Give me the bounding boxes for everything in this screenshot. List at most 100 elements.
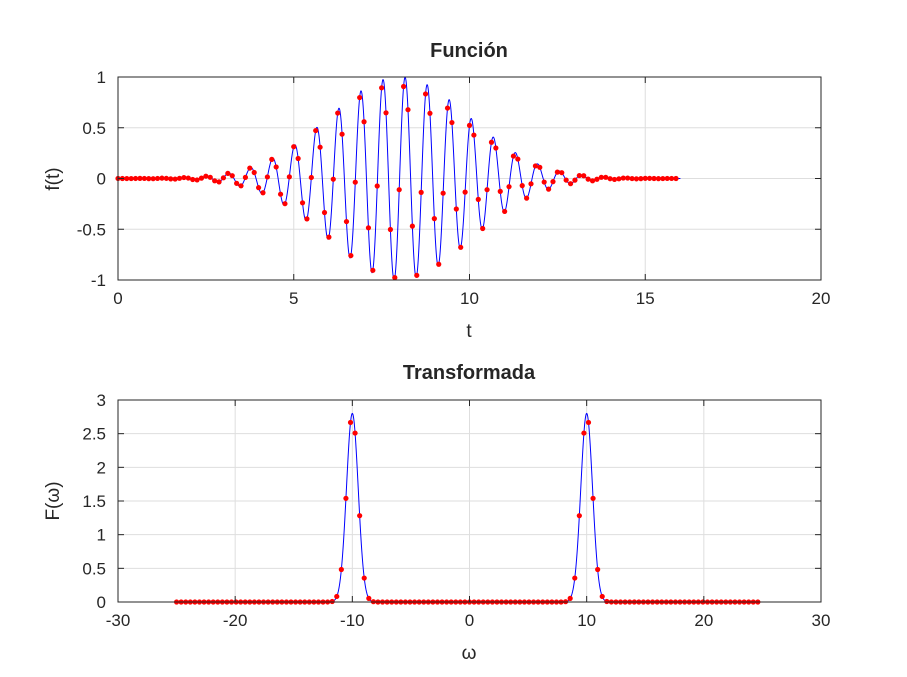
y-tick-label: 2.5 bbox=[82, 425, 106, 444]
data-point bbox=[313, 127, 319, 134]
data-point bbox=[572, 177, 578, 183]
y-tick-label: 0 bbox=[97, 170, 106, 189]
data-point bbox=[572, 575, 578, 581]
data-point bbox=[225, 170, 231, 176]
data-point bbox=[528, 181, 534, 187]
data-point bbox=[334, 593, 340, 600]
data-point bbox=[462, 189, 468, 195]
data-point bbox=[616, 176, 622, 182]
data-point bbox=[595, 566, 601, 573]
data-point bbox=[326, 234, 332, 240]
data-point bbox=[379, 85, 385, 91]
data-point bbox=[545, 186, 552, 192]
data-point bbox=[357, 513, 363, 519]
data-point bbox=[576, 172, 582, 179]
data-point bbox=[651, 175, 657, 182]
x-tick-label: 10 bbox=[460, 289, 479, 308]
data-point bbox=[260, 190, 266, 196]
data-point bbox=[515, 156, 521, 162]
data-point bbox=[329, 598, 335, 605]
data-point bbox=[264, 174, 270, 180]
data-point bbox=[585, 176, 591, 182]
data-point bbox=[405, 107, 411, 113]
data-point bbox=[374, 183, 380, 189]
data-point bbox=[343, 218, 350, 225]
data-point bbox=[216, 179, 222, 185]
y-tick-label: 2 bbox=[97, 458, 106, 477]
x-tick-label: 10 bbox=[577, 611, 596, 630]
data-point bbox=[124, 175, 130, 182]
plot-funcion: Función t f(t) 0 5 10 15 20 -1 -0.5 0 0.5 1 bbox=[43, 40, 830, 342]
data-point bbox=[304, 216, 310, 222]
data-point bbox=[361, 575, 367, 581]
data-point bbox=[141, 175, 147, 182]
data-point bbox=[163, 175, 169, 181]
data-point bbox=[603, 174, 609, 180]
data-point bbox=[409, 223, 415, 229]
data-point bbox=[510, 153, 517, 159]
data-point bbox=[506, 184, 512, 190]
data-point bbox=[669, 175, 675, 182]
data-point bbox=[352, 430, 358, 436]
y-tick-label: 1 bbox=[97, 526, 106, 545]
data-point bbox=[251, 169, 257, 176]
data-point bbox=[589, 178, 596, 184]
data-point bbox=[581, 430, 587, 436]
data-point bbox=[673, 175, 679, 182]
data-point bbox=[269, 156, 275, 162]
data-point bbox=[484, 187, 490, 193]
data-point bbox=[532, 163, 539, 169]
data-point bbox=[234, 180, 240, 186]
data-point bbox=[414, 272, 420, 278]
data-point bbox=[308, 174, 314, 181]
plot-transformada: Transformada ω F(ω) -30 -20 -10 0 10 20 30 0 0.5… bbox=[43, 362, 830, 664]
data-point bbox=[664, 175, 670, 182]
data-point bbox=[238, 183, 244, 189]
data-point bbox=[273, 164, 279, 170]
data-point bbox=[466, 122, 473, 129]
data-point bbox=[256, 185, 262, 191]
data-point bbox=[493, 145, 499, 151]
data-point bbox=[295, 155, 301, 162]
data-point bbox=[599, 593, 605, 600]
data-point bbox=[181, 174, 187, 181]
data-point bbox=[519, 183, 525, 189]
y-tick-label: 0.5 bbox=[82, 119, 106, 138]
data-point bbox=[475, 196, 481, 202]
data-point bbox=[229, 173, 235, 179]
data-point bbox=[150, 176, 156, 182]
data-point bbox=[611, 176, 618, 183]
data-point bbox=[576, 513, 582, 519]
data-point bbox=[212, 178, 218, 184]
data-point bbox=[598, 174, 604, 180]
data-point bbox=[291, 144, 297, 150]
data-point bbox=[660, 175, 666, 182]
data-point bbox=[220, 175, 227, 181]
data-point bbox=[554, 169, 560, 175]
chart-title: Transformada bbox=[403, 362, 536, 384]
data-point bbox=[541, 179, 547, 185]
data-point bbox=[176, 175, 183, 181]
data-point bbox=[550, 179, 556, 185]
data-point bbox=[146, 176, 152, 182]
data-point bbox=[559, 170, 565, 176]
data-point bbox=[190, 176, 196, 183]
data-point bbox=[400, 83, 407, 90]
data-point bbox=[203, 173, 209, 179]
x-axis-label: t bbox=[466, 321, 472, 342]
data-point bbox=[607, 176, 613, 182]
data-point bbox=[396, 187, 402, 193]
data-point bbox=[154, 175, 161, 182]
y-axis-label: F(ω) bbox=[43, 481, 64, 520]
data-point bbox=[444, 105, 451, 111]
x-tick-label: -30 bbox=[106, 611, 131, 630]
data-point bbox=[524, 195, 530, 201]
data-point bbox=[339, 131, 345, 137]
data-point bbox=[347, 419, 354, 426]
data-point bbox=[168, 176, 174, 182]
data-point bbox=[427, 110, 433, 116]
x-tick-label: 15 bbox=[636, 289, 655, 308]
data-point bbox=[418, 189, 424, 195]
data-point bbox=[247, 165, 253, 171]
